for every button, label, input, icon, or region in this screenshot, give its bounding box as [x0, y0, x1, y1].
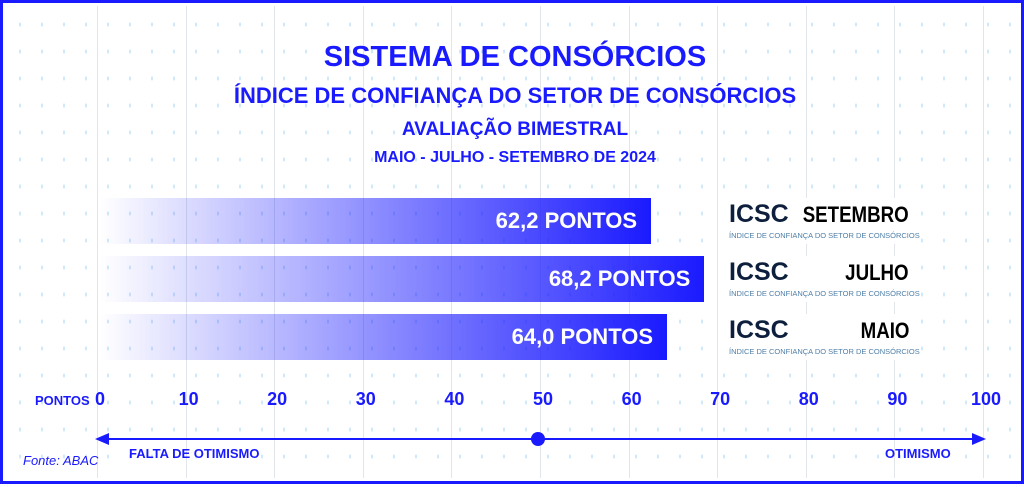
month-label: SETEMBRO: [803, 202, 909, 227]
bar-maio: 64,0 PONTOS: [100, 314, 668, 360]
x-tick-label: 70: [710, 389, 731, 409]
bar-value-label: 64,0 PONTOS: [511, 324, 654, 349]
bar-value-label: 68,2 PONTOS: [548, 266, 691, 291]
month-label: MAIO: [860, 318, 909, 343]
bar-setembro: 62,2 PONTOS: [100, 198, 652, 244]
icsc-legend-box: ICSC SETEMBRO ÍNDICE DE CONFIANÇA DO SETOR…: [721, 198, 920, 244]
source-label: Fonte: ABAC: [23, 453, 99, 468]
x-tick-label: 30: [355, 389, 376, 409]
x-tick-label: 50: [532, 389, 554, 409]
icsc-logo: ICSC: [729, 258, 789, 286]
x-tick-label: 60: [621, 389, 642, 409]
evaluation-label: AVALIAÇÃO BIMESTRAL: [401, 119, 629, 140]
icsc-subtitle: ÍNDICE DE CONFIANÇA DO SETOR DE CONSÓRCI…: [729, 347, 920, 356]
optimism-label: OTIMISMO: [885, 446, 951, 461]
midpoint-marker: [531, 432, 545, 446]
x-tick-label: 0: [94, 389, 106, 409]
x-tick-label: 90: [887, 389, 908, 409]
icsc-logo: ICSC: [729, 200, 789, 228]
x-tick-label: 10: [178, 389, 199, 409]
gridline: [97, 6, 98, 478]
gridline: [717, 6, 719, 478]
icsc-subtitle: ÍNDICE DE CONFIANÇA DO SETOR DE CONSÓRCI…: [729, 231, 920, 240]
axis-label: PONTOS: [35, 393, 90, 408]
scale-arrow: [95, 432, 986, 446]
icsc-logo: ICSC: [729, 316, 789, 344]
arrow-right-icon: [972, 433, 986, 445]
x-tick-label: 100: [970, 389, 1002, 409]
icsc-legend-box: ICSC MAIO ÍNDICE DE CONFIANÇA DO SETOR DE …: [721, 314, 920, 360]
period-label: MAIO - JULHO - SETEMBRO DE 2024: [374, 149, 656, 166]
icsc-subtitle: ÍNDICE DE CONFIANÇA DO SETOR DE CONSÓRCI…: [729, 289, 920, 298]
x-tick-label: 20: [267, 389, 288, 409]
month-label: JULHO: [845, 260, 909, 285]
icsc-legend-box: ICSC JULHO ÍNDICE DE CONFIANÇA DO SETOR DE…: [721, 256, 920, 302]
bar-julho: 68,2 PONTOS: [100, 256, 705, 302]
page-title: SISTEMA DE CONSÓRCIOS: [323, 41, 707, 73]
gridline: [983, 6, 984, 478]
bar-value-label: 62,2 PONTOS: [495, 208, 638, 233]
chart-subtitle: ÍNDICE DE CONFIANÇA DO SETOR DE CONSÓRCI…: [233, 83, 797, 108]
x-tick-label: 80: [798, 389, 819, 409]
arrow-left-icon: [95, 433, 109, 445]
pessimism-label: FALTA DE OTIMISMO: [129, 446, 260, 461]
x-tick-label: 40: [444, 389, 465, 409]
